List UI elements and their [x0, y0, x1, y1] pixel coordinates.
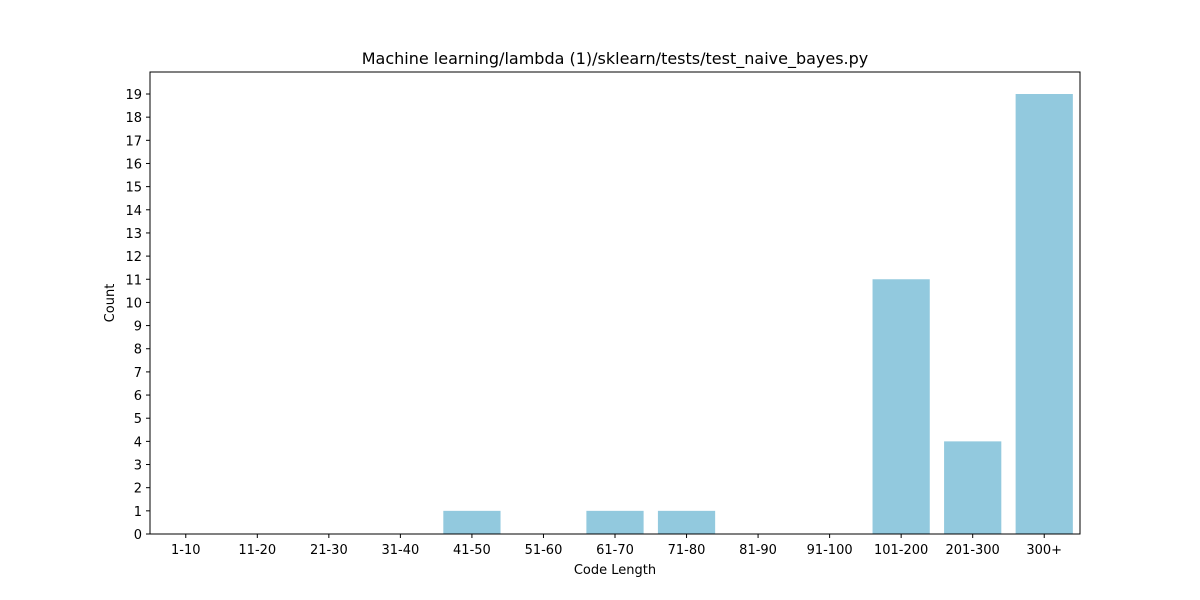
y-tick-label: 3: [134, 459, 142, 474]
y-tick-label: 12: [125, 250, 142, 265]
x-tick-label: 21-30: [310, 543, 348, 558]
y-tick-label: 4: [134, 435, 142, 450]
bar-71-80: [657, 510, 716, 534]
y-tick-label: 11: [125, 273, 142, 288]
bars-group: [443, 94, 1073, 534]
x-tick-label: 201-300: [946, 543, 1000, 558]
x-tick-label: 91-100: [807, 543, 853, 558]
x-tick-label: 101-200: [874, 543, 928, 558]
x-tick-label: 41-50: [453, 543, 491, 558]
y-tick-label: 9: [134, 320, 142, 335]
x-tick-label: 1-10: [171, 543, 201, 558]
x-tick-label: 61-70: [596, 543, 634, 558]
plot-frame: [149, 71, 1081, 535]
y-tick-label: 17: [125, 134, 142, 149]
x-tick-label: 81-90: [739, 543, 777, 558]
chart-title: Machine learning/lambda (1)/sklearn/test…: [362, 49, 869, 69]
x-tick-label: 11-20: [238, 543, 276, 558]
x-tick-label: 31-40: [381, 543, 419, 558]
y-tick-label: 18: [125, 111, 142, 126]
bar-300+: [1015, 94, 1073, 534]
y-tick-label: 8: [134, 343, 142, 358]
x-tick-label: 300+: [1026, 543, 1062, 558]
y-tick-label: 10: [125, 296, 142, 311]
y-axis-label: Count: [103, 284, 118, 323]
x-tick-label: 51-60: [525, 543, 563, 558]
x-axis-ticks: 1-10 11-20 21-30 31-40 41-50 51-60 61-70 71-80 8…: [171, 534, 1062, 558]
y-tick-label: 13: [125, 227, 142, 242]
y-tick-label: 16: [125, 157, 142, 172]
bar-101-200: [872, 279, 930, 534]
y-tick-label: 14: [125, 204, 142, 219]
bar-201-300: [944, 441, 1002, 534]
y-tick-label: 6: [134, 389, 142, 404]
y-tick-label: 0: [134, 528, 142, 543]
x-axis-label: Code Length: [574, 563, 656, 578]
y-tick-label: 5: [134, 412, 142, 427]
y-tick-label: 15: [125, 181, 142, 196]
y-tick-label: 1: [134, 505, 142, 520]
bar-41-50: [443, 510, 501, 534]
y-tick-label: 2: [134, 482, 142, 497]
y-tick-label: 7: [134, 366, 142, 381]
bar-61-70: [586, 510, 644, 534]
x-tick-label: 71-80: [668, 543, 706, 558]
y-tick-label: 19: [125, 88, 142, 103]
